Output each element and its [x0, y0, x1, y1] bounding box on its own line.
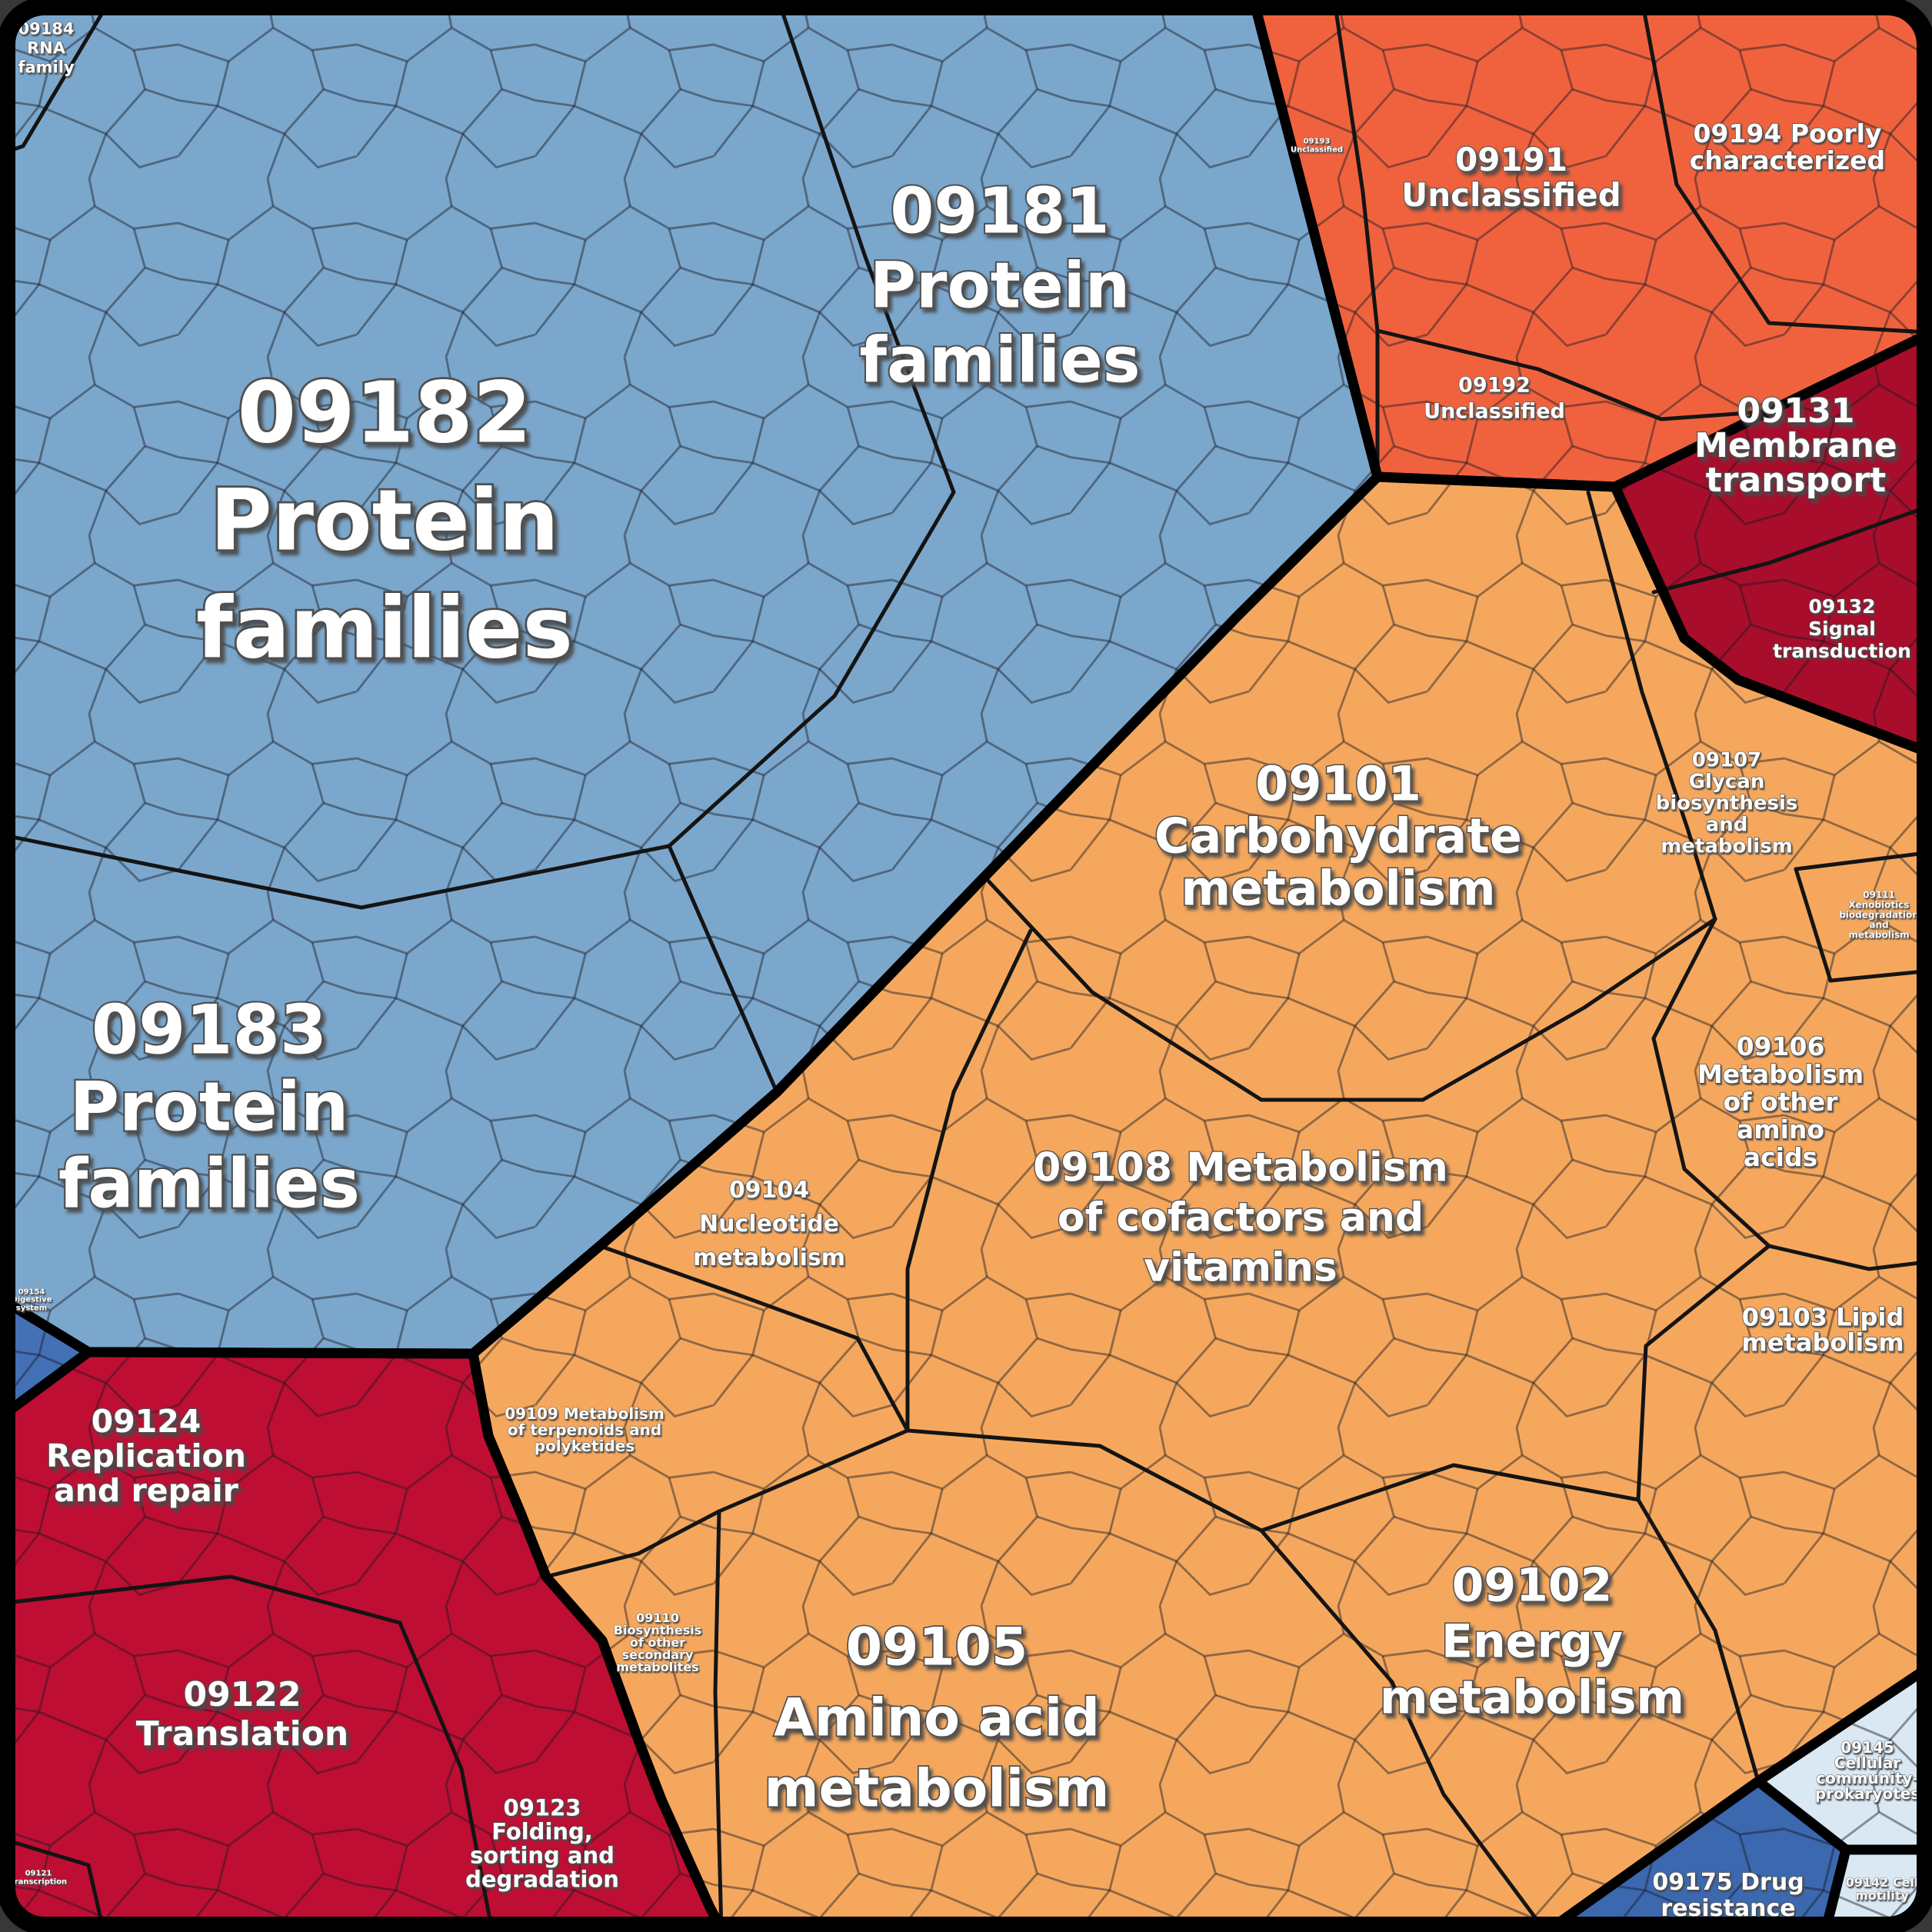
region-organismal-digestive-border [6, 1293, 94, 1423]
region-cellular-motility-border [1820, 1844, 1926, 1926]
label-09106: 09106 Metabolism of other amino acids [1697, 1031, 1864, 1172]
label-09110: 09110 Biosynthesis of other secondary metabo… [614, 1611, 701, 1674]
label-09107: 09107 Glycan biosynthesis and metabolism [1656, 748, 1798, 858]
subregion-boundary [1651, 917, 1926, 1271]
label-09123: 09123 Folding, sorting and degradation [465, 1794, 619, 1892]
subregion-boundary [6, 1836, 106, 1926]
subregion-boundary [1794, 867, 1926, 983]
label-09192: 09192 Unclassified [1424, 374, 1565, 424]
subregion-boundary [1640, 6, 1926, 335]
subregion-boundary [1586, 490, 1717, 921]
label-09184: 09184 RNA family [18, 20, 75, 77]
subregion-boundary [717, 1428, 1264, 1533]
label-09142: 09142 Cell motility [1846, 1875, 1919, 1903]
label-09181: 09181 Protein families [859, 175, 1140, 398]
label-09124: 09124 Replication and repair [46, 1403, 246, 1509]
subregion-boundary [905, 928, 1033, 1433]
label-09101: 09101 Carbohydrate metabolism [1154, 755, 1522, 916]
region-genetic-border [6, 1347, 728, 1926]
label-09121: 09121 Transcription [10, 1870, 67, 1887]
region-disease-drug-resistance-cells [1546, 1781, 1846, 1926]
subregion-boundary [667, 844, 779, 1094]
subregion-boundary [667, 6, 956, 848]
subregion-boundary [1375, 328, 1771, 421]
region-metabolism-cells [473, 477, 1926, 1926]
subregion-boundary [1259, 1463, 1641, 1533]
region-brite-cells [6, 6, 1377, 1354]
subregion-boundary [6, 832, 671, 910]
label-09154: 09154 Digestive system [11, 1288, 52, 1313]
region-disease-drug-resistance-border [1541, 1776, 1851, 1926]
label-09105: 09105 Amino acid metabolism [764, 1617, 1110, 1819]
subregion-boundary [982, 874, 1717, 1102]
region-labels: 09182 Protein families 09181 Protein families… [10, 19, 1920, 1923]
subregion-boundary [1332, 6, 1380, 471]
label-09191: 09191 Unclassified [1401, 141, 1621, 214]
label-09132: 09132 Signal transduction [1773, 595, 1911, 662]
label-09103: 09103 Lipid metabolism [1741, 1303, 1904, 1357]
label-09131: 09131 Membrane transport [1694, 391, 1897, 500]
label-09145: 09145 Cellular community-prokaryotes [1815, 1738, 1920, 1803]
region-environmental-cells [1615, 332, 1926, 754]
label-09102: 09102 Energy metabolism [1380, 1559, 1684, 1725]
label-09182: 09182 Protein families [196, 364, 573, 678]
label-09122: 09122 Translation [136, 1675, 349, 1754]
region-cellular-community-cells [1758, 1665, 1926, 1850]
subregion-boundary [398, 1621, 495, 1926]
label-09111: 09111 Xenobiotics biodegradation and metabol… [1839, 889, 1919, 940]
region-organismal-digestive-cells [6, 1298, 88, 1417]
subregion-boundary [1259, 1528, 1548, 1926]
label-09194: 09194 Poorly characterized [1690, 118, 1885, 175]
subregion-boundary [598, 1244, 910, 1433]
label-09175: 09175 Drug resistance [1652, 1869, 1804, 1922]
subregion-boundary [1651, 503, 1926, 595]
label-09109: 09109 Metabolism of terpenoids and polyket… [505, 1404, 665, 1455]
label-09108: 09108 Metabolism of cofactors and vitamins [1033, 1145, 1448, 1291]
label-09193: 09193 Unclassified [1291, 138, 1343, 155]
region-genetic-cells [6, 1352, 723, 1926]
subregion-boundary [713, 1509, 724, 1926]
label-09183: 09183 Protein families [58, 991, 360, 1224]
subregion-boundary [6, 1574, 402, 1625]
subregion-boundary [1794, 850, 1926, 871]
subregion-boundary [544, 1509, 721, 1579]
label-09104: 09104 Nucleotide metabolism [693, 1177, 845, 1271]
region-unclassified-cells [1254, 6, 1926, 487]
